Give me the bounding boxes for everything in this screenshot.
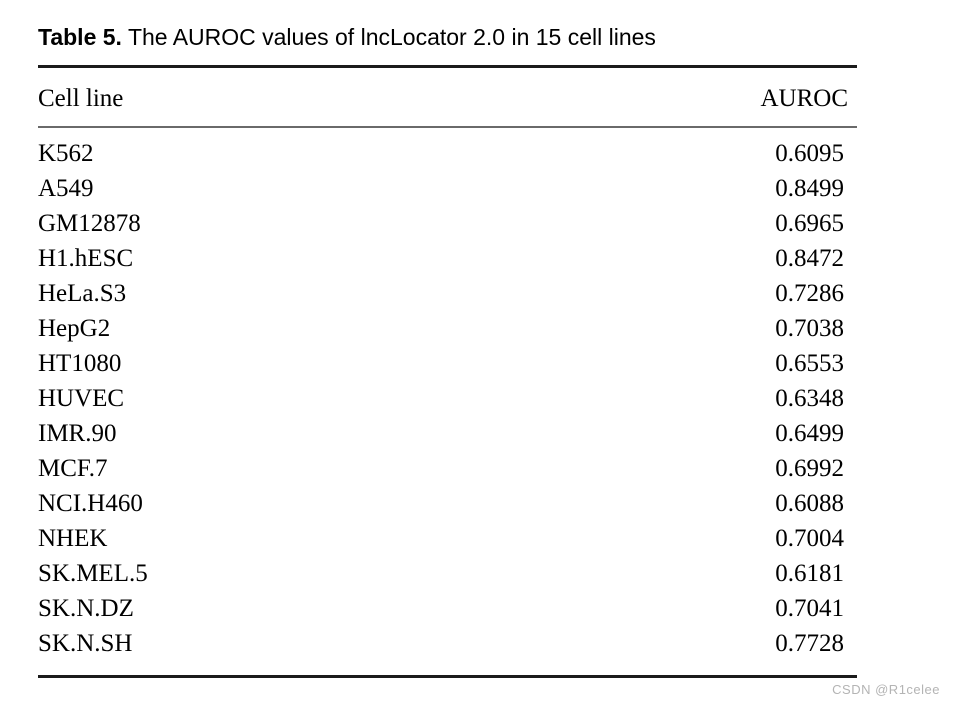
table-row: MCF.7 0.6992	[38, 451, 857, 486]
cell-line-value: A549	[38, 175, 94, 202]
csdn-watermark: CSDN @R1celee	[832, 682, 940, 697]
auroc-value: 0.6088	[775, 490, 844, 517]
table-caption-label: Table 5.	[38, 24, 122, 50]
cell-line-value: IMR.90	[38, 420, 117, 447]
table-header-row: Cell line AUROC	[38, 68, 857, 128]
cell-line-value: HeLa.S3	[38, 280, 127, 307]
table-row: SK.N.SH 0.7728	[38, 626, 857, 661]
cell-line-value: NHEK	[38, 525, 108, 552]
table-row: SK.N.DZ 0.7041	[38, 591, 857, 626]
auroc-value: 0.6348	[775, 385, 844, 412]
table-row: GM12878 0.6965	[38, 206, 857, 241]
cell-line-value: HepG2	[38, 315, 111, 342]
auroc-value: 0.6181	[775, 560, 844, 587]
table-row: HeLa.S3 0.7286	[38, 276, 857, 311]
cell-line-value: SK.MEL.5	[38, 560, 148, 587]
auroc-table: Cell line AUROC K562 0.6095 A549 0.8499 …	[38, 65, 857, 678]
cell-line-value: HT1080	[38, 350, 122, 377]
cell-line-value: GM12878	[38, 210, 141, 237]
table-row: HUVEC 0.6348	[38, 381, 857, 416]
auroc-value: 0.6095	[775, 140, 844, 167]
table-row: HT1080 0.6553	[38, 346, 857, 381]
table-row: HepG2 0.7038	[38, 311, 857, 346]
cell-line-value: K562	[38, 140, 94, 167]
auroc-value: 0.7038	[775, 315, 844, 342]
auroc-value: 0.7728	[775, 630, 844, 657]
table-row: A549 0.8499	[38, 171, 857, 206]
auroc-value: 0.6965	[775, 210, 844, 237]
table-row: IMR.90 0.6499	[38, 416, 857, 451]
auroc-value: 0.8499	[775, 175, 844, 202]
auroc-value: 0.7286	[775, 280, 844, 307]
table-row: SK.MEL.5 0.6181	[38, 556, 857, 591]
auroc-value: 0.7004	[775, 525, 844, 552]
table-row: NCI.H460 0.6088	[38, 486, 857, 521]
auroc-value: 0.6992	[775, 455, 844, 482]
auroc-value: 0.6553	[775, 350, 844, 377]
auroc-value: 0.8472	[775, 245, 844, 272]
cell-line-value: MCF.7	[38, 455, 108, 482]
header-cell-line: Cell line	[38, 85, 124, 112]
auroc-value: 0.6499	[775, 420, 844, 447]
cell-line-value: HUVEC	[38, 385, 125, 412]
auroc-value: 0.7041	[775, 595, 844, 622]
header-auroc: AUROC	[760, 85, 848, 112]
table-figure: Table 5. The AUROC values of lncLocator 2…	[38, 22, 857, 678]
table-row: NHEK 0.7004	[38, 521, 857, 556]
cell-line-value: SK.N.DZ	[38, 595, 134, 622]
table-row: K562 0.6095	[38, 136, 857, 171]
table-row: H1.hESC 0.8472	[38, 241, 857, 276]
cell-line-value: SK.N.SH	[38, 630, 133, 657]
table-body: K562 0.6095 A549 0.8499 GM12878 0.6965 H…	[38, 128, 857, 675]
table-caption: Table 5. The AUROC values of lncLocator 2…	[38, 22, 857, 52]
cell-line-value: NCI.H460	[38, 490, 143, 517]
cell-line-value: H1.hESC	[38, 245, 134, 272]
table-caption-text: The AUROC values of lncLocator 2.0 in 15…	[127, 24, 656, 50]
